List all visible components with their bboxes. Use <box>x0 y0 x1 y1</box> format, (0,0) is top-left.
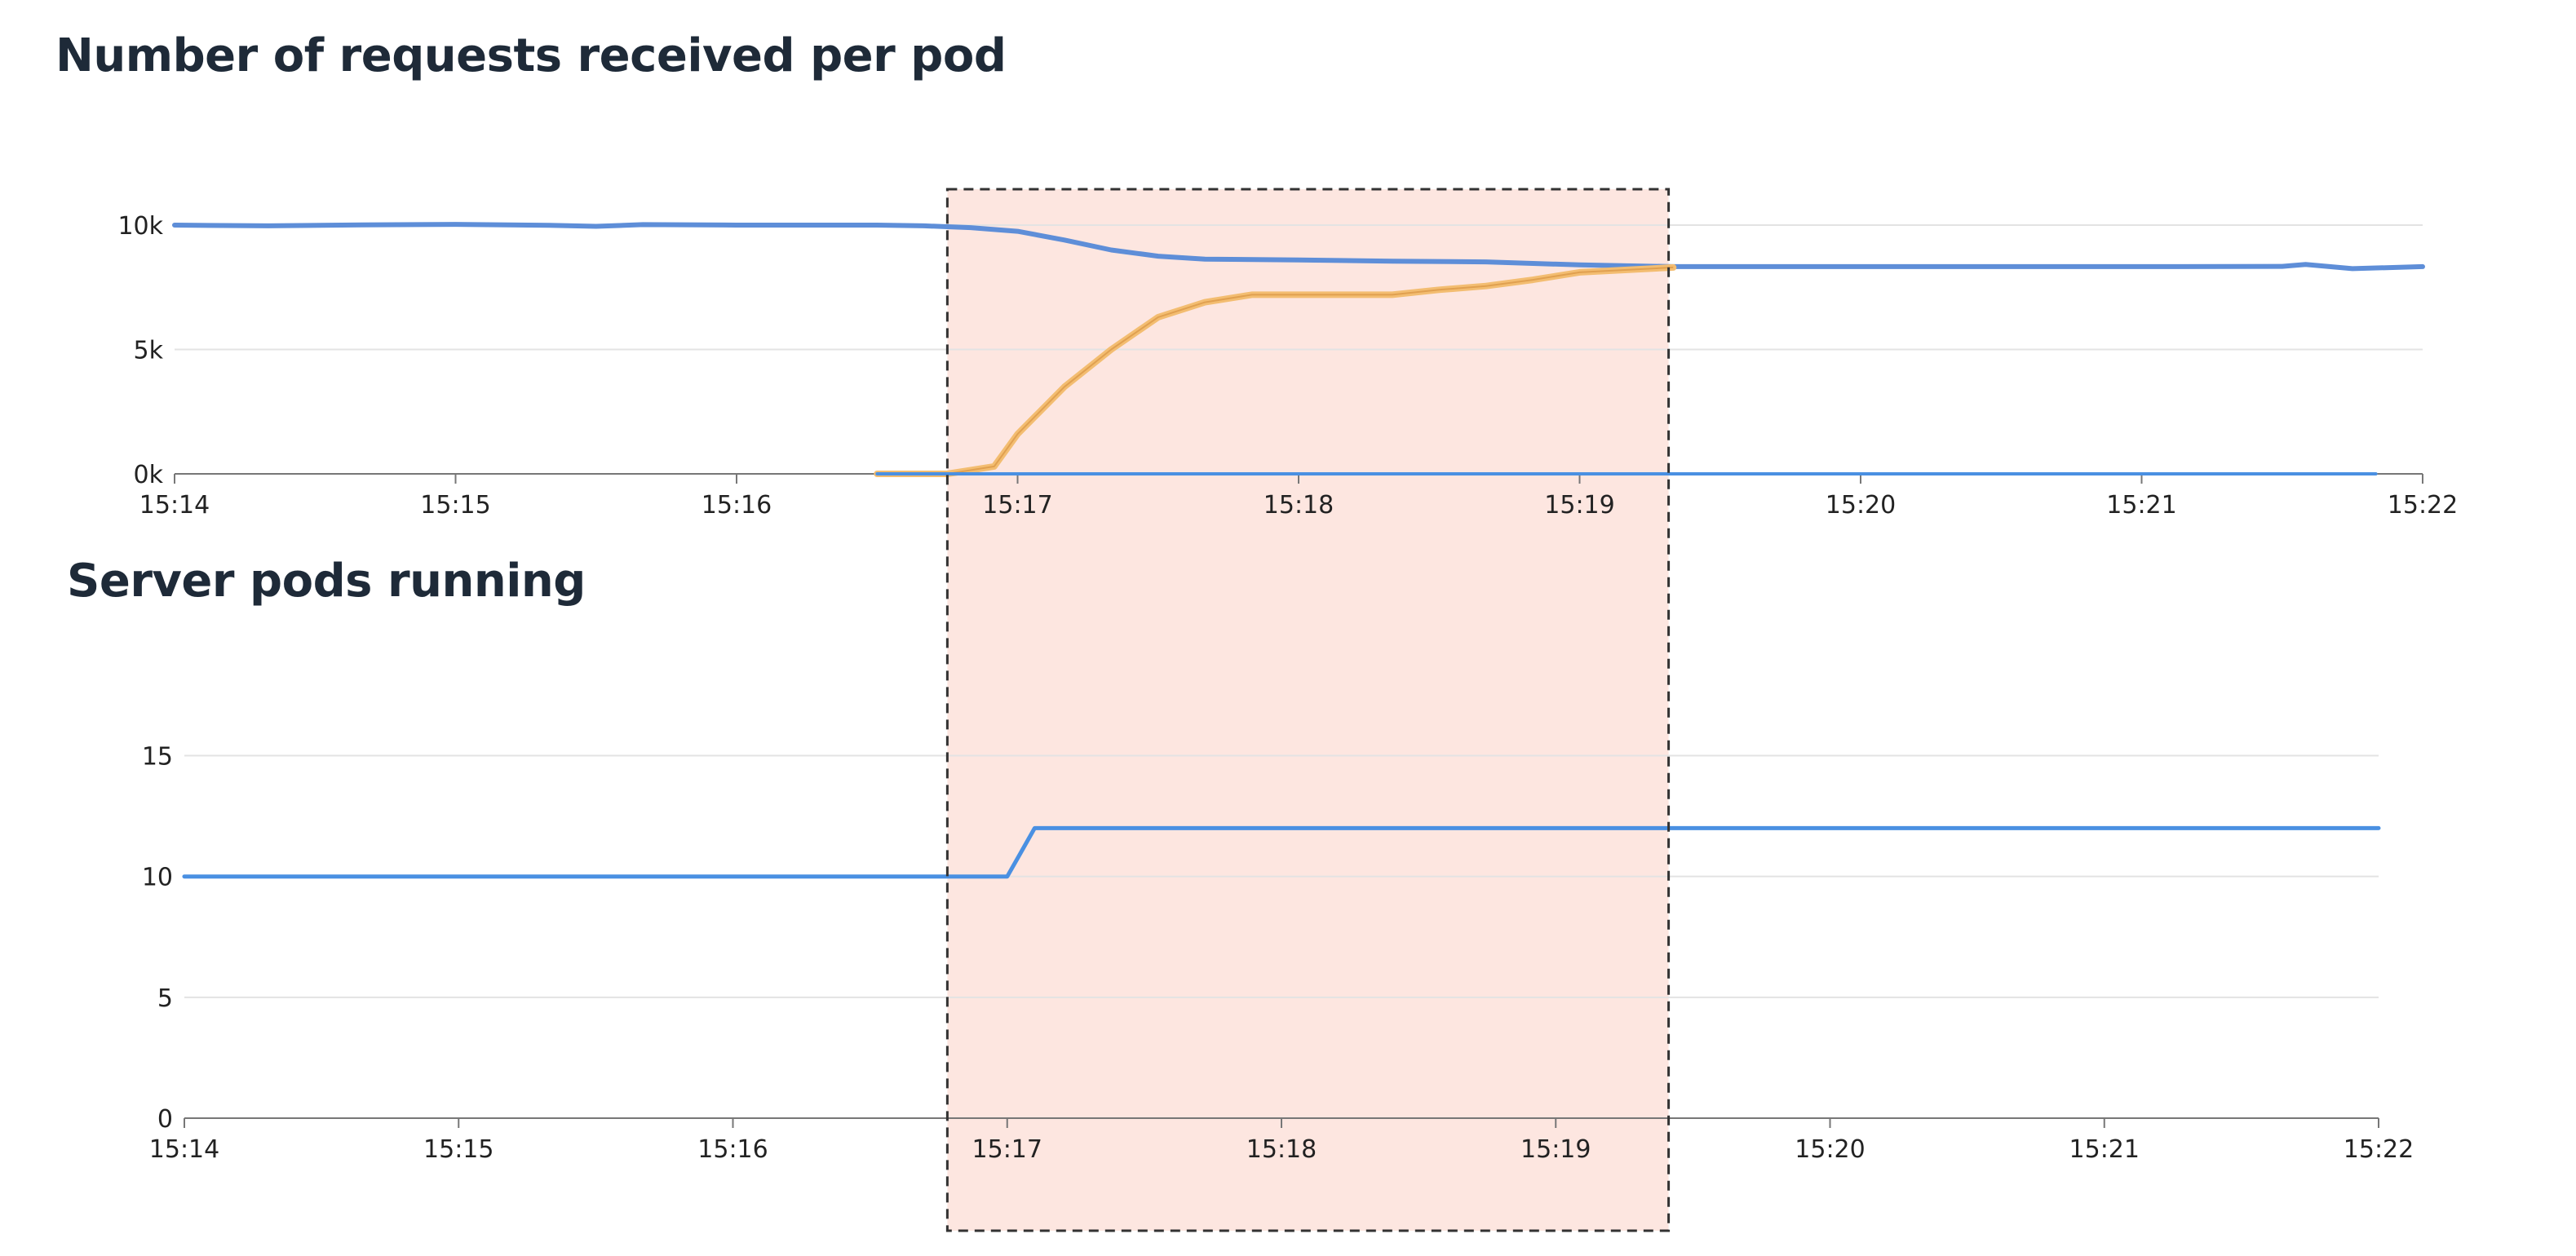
series-line <box>172 222 2425 272</box>
x-tick-label: 15:21 <box>2106 491 2176 520</box>
y-tick-label: 10 <box>142 864 173 892</box>
x-tick-label: 15:17 <box>972 1135 1042 1164</box>
y-tick-label: 0k <box>134 461 164 489</box>
y-tick-label: 10k <box>117 212 163 241</box>
x-tick-label: 15:14 <box>139 491 210 520</box>
y-tick-label: 5k <box>134 337 164 365</box>
x-tick-label: 15:20 <box>1795 1135 1865 1164</box>
y-tick-label: 5 <box>157 984 173 1013</box>
x-tick-label: 15:18 <box>1264 491 1334 520</box>
highlight-border <box>945 188 1671 1232</box>
pods-chart: 0 5 10 15 15:14 15:15 15:16 15:17 15:18 15:19 15:2… <box>142 743 2414 1164</box>
highlight-region <box>947 189 1669 1231</box>
requests-chart: 0k 5k 10k 15:14 15:15 15:16 15:17 15:18 15:19 15:… <box>117 212 2458 520</box>
y-tick-label: 15 <box>142 743 173 772</box>
pods-chart-title: Server pods running <box>67 555 586 608</box>
x-tick-label: 15:16 <box>702 491 772 520</box>
x-tick-label: 15:14 <box>149 1135 219 1164</box>
x-tick-label: 15:21 <box>2069 1135 2140 1164</box>
x-tick-label: 15:15 <box>420 491 490 520</box>
series-line-core <box>877 266 1674 475</box>
highlight-dashed-border <box>945 188 1671 1232</box>
x-tick-label: 15:22 <box>2388 491 2458 520</box>
y-tick-label: 0 <box>157 1105 173 1134</box>
x-tick-label: 15:19 <box>1520 1135 1591 1164</box>
series-line <box>182 825 2381 879</box>
x-tick-label: 15:20 <box>1826 491 1896 520</box>
x-tick-label: 15:19 <box>1544 491 1614 520</box>
x-tick-label: 15:22 <box>2344 1135 2414 1164</box>
x-tick-label: 15:16 <box>697 1135 768 1164</box>
x-tick-label: 15:15 <box>423 1135 494 1164</box>
highlight-fill <box>947 189 1669 1231</box>
x-tick-label: 15:17 <box>982 491 1052 520</box>
x-tick-label: 15:18 <box>1246 1135 1317 1164</box>
requests-chart-title: Number of requests received per pod <box>55 29 1007 82</box>
